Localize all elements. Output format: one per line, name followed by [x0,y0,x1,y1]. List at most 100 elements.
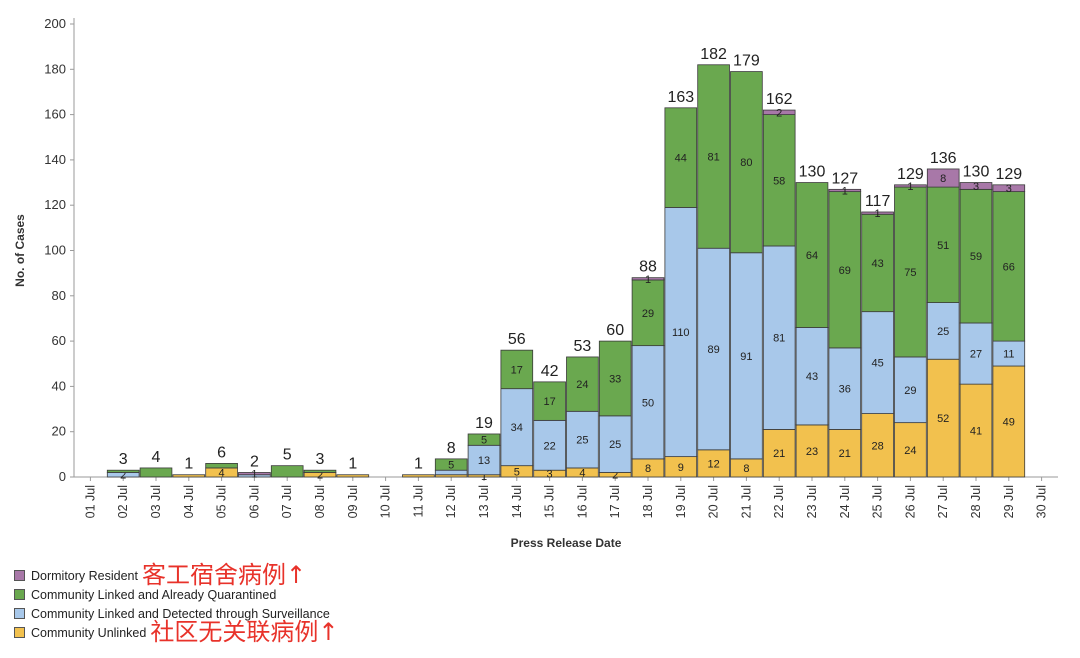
bar-segment-surveillance [762,245,796,430]
y-tick-label: 160 [44,107,66,122]
bar-total-label: 130 [799,164,826,181]
legend-item-unlinked: Community Unlinked 社区无关联病例↑ [14,618,339,646]
data-label-surveillance: 22 [543,440,555,452]
data-label-dormitory: 1 [251,469,257,481]
legend-swatch-dormitory [14,570,25,581]
y-tick-label: 80 [52,288,66,303]
bar-segment-quarantined [762,114,796,247]
x-tick-label: 13 Jul [477,485,491,518]
bar-segment-quarantined [598,340,632,417]
data-label-quarantined: 24 [576,379,588,391]
bar-segment-dormitory [631,277,665,281]
bar-total-label: 3 [316,451,325,468]
legend-label-dormitory: Dormitory Resident [31,568,138,583]
bar-segment-quarantined [533,381,566,421]
data-label-unlinked: 21 [773,448,785,460]
data-label-unlinked: 49 [1003,417,1015,429]
bar-segment-quarantined [270,465,304,478]
data-label-quarantined: 44 [675,153,687,165]
y-axis-title: No. of Cases [13,214,27,287]
data-label-unlinked: 41 [970,426,982,438]
bar-segment-quarantined [303,469,337,473]
data-label-surveillance: 110 [672,327,690,339]
data-label-surveillance: 34 [511,422,523,434]
bar-total-label: 56 [508,331,526,348]
x-tick-label: 22 Jul [772,485,786,518]
legend-swatch-unlinked [14,627,25,638]
legend-label-unlinked: Community Unlinked [31,625,147,640]
x-tick-label: 09 Jul [346,485,360,518]
data-label-surveillance: 27 [970,349,982,361]
x-tick-label: 20 Jul [707,485,721,518]
bar-total-label: 1 [414,456,423,473]
bar-segment-dormitory [238,472,271,476]
legend-swatch-surveillance [14,608,25,619]
bar-total-label: 129 [897,166,924,183]
bar-segment-quarantined [861,213,894,313]
data-label-unlinked: 52 [937,413,949,425]
bar-segment-surveillance [861,311,894,414]
bar-segment-quarantined [992,191,1026,342]
x-tick-label: 08 Jul [313,485,327,518]
legend-item-dormitory: Dormitory Resident 客工宿舍病例↑ [14,563,338,587]
bar-total-label: 129 [995,166,1022,183]
data-label-dormitory: 3 [973,181,979,193]
bar-total-label: 182 [700,46,727,63]
x-tick-label: 24 Jul [838,485,852,518]
x-tick-label: 15 Jul [543,485,557,518]
data-label-dormitory: 3 [1006,183,1012,195]
bar-segment-quarantined [697,64,730,249]
annotation-unlinked: 社区无关联病例↑ [150,618,339,646]
bar-segment-quarantined [566,356,599,412]
x-tick-label: 04 Jul [182,485,196,518]
x-tick-label: 26 Jul [903,485,917,518]
bar-segment-dormitory [959,182,993,190]
legend-label-quarantined: Community Linked and Already Quarantined [31,587,277,602]
bar-total-label: 4 [152,449,161,466]
bar-total-label: 136 [930,150,957,167]
data-label-quarantined: 17 [543,396,555,408]
bar-total-label: 19 [475,415,493,432]
bar-segment-dormitory [992,184,1026,193]
data-label-unlinked: 8 [645,463,651,475]
bar-segment-surveillance [631,345,665,460]
bar-total-label: 1 [184,456,193,473]
bar-total-label: 163 [667,89,694,106]
data-label-quarantined: 29 [642,308,654,320]
data-label-unlinked: 23 [806,446,818,458]
data-label-unlinked: 28 [871,440,883,452]
data-label-surveillance: 2 [120,470,126,482]
y-tick-label: 200 [44,16,66,31]
bar-total-label: 3 [119,451,128,468]
bar-segment-surveillance [828,347,862,430]
x-tick-label: 10 Jul [379,485,393,518]
data-label-quarantined: 51 [937,240,949,252]
x-tick-label: 27 Jul [936,485,950,518]
x-tick-label: 29 Jul [1002,485,1016,518]
x-tick-label: 02 Jul [116,485,130,518]
data-label-surveillance: 36 [839,384,851,396]
y-tick-label: 120 [44,197,66,212]
bar-segment-surveillance [894,356,927,424]
data-label-surveillance: 45 [871,358,883,370]
bar-segment-surveillance [533,419,566,471]
x-tick-label: 30 Jul [1035,485,1049,518]
bar-total-label: 60 [606,322,624,339]
bar-total-label: 6 [217,444,226,461]
data-label-surveillance: 43 [806,371,818,383]
bar-segment-quarantined [106,469,140,473]
data-label-quarantined: 33 [609,373,621,385]
bar-total-label: 2 [250,453,259,470]
data-label-surveillance: 13 [478,455,490,467]
y-tick-label: 40 [52,378,66,393]
data-label-unlinked: 24 [904,445,916,457]
bar-segment-unlinked [172,474,206,478]
data-label-surveillance: 25 [576,435,588,447]
data-label-unlinked: 9 [678,462,684,474]
bar-segment-surveillance [730,252,763,460]
data-label-surveillance: 11 [1003,349,1014,361]
x-tick-label: 03 Jul [149,485,163,518]
bar-segment-quarantined [467,433,501,446]
bar-segment-quarantined [664,107,698,208]
